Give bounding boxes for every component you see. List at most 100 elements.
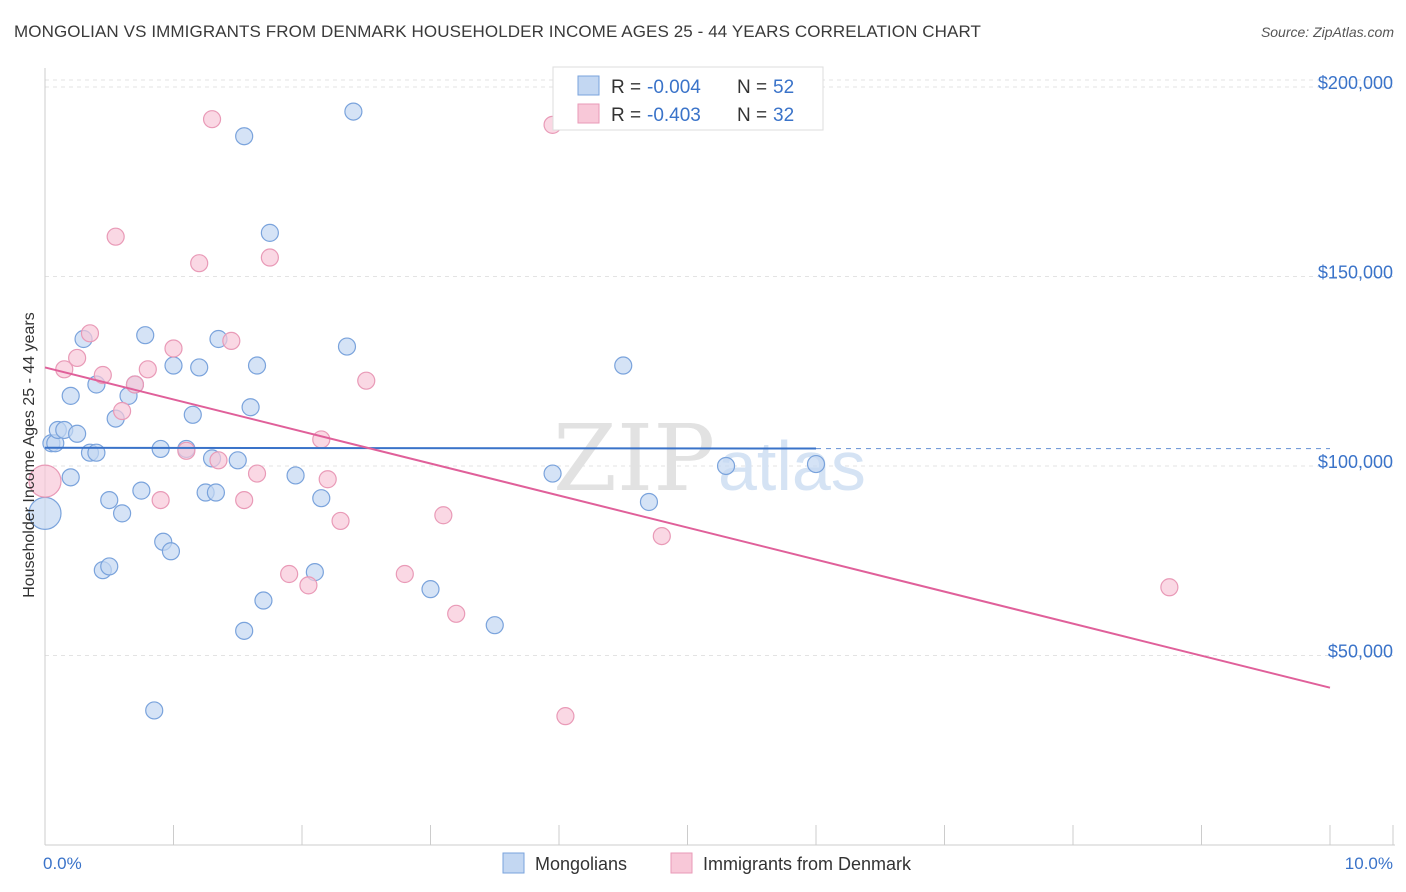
- mongolian-point-42: [312, 489, 331, 508]
- legend-r-label-2: R =: [611, 105, 641, 126]
- mongolian-point-15: [112, 504, 132, 523]
- mongolian-point-18: [100, 557, 119, 576]
- y-tick-label-2: $150,000: [1318, 262, 1393, 282]
- denmark-point-11: [177, 441, 196, 460]
- mongolian-point-39: [235, 127, 254, 146]
- denmark-point-0: [28, 464, 62, 498]
- trend-lines: [44, 366, 1331, 689]
- y-tick-labels: $50,000 $100,000 $150,000 $200,000: [1318, 73, 1393, 662]
- mongolian-point-28: [190, 358, 209, 377]
- mongolian-point-45: [421, 580, 440, 599]
- chart-title: MONGOLIAN VS IMMIGRANTS FROM DENMARK HOU…: [14, 22, 982, 41]
- denmark-point-9: [151, 490, 170, 510]
- y-tick-label-0: $50,000: [1328, 641, 1393, 661]
- watermark-atlas: atlas: [718, 427, 866, 505]
- mongolian-point-48: [614, 356, 633, 375]
- y-tick-label-1: $100,000: [1318, 452, 1393, 472]
- denmark-point-23: [331, 511, 350, 531]
- mongolian-point-35: [241, 398, 260, 417]
- mongolian-point-50: [716, 456, 736, 476]
- series-legend: Mongolians Immigrants from Denmark: [502, 852, 912, 874]
- mongolian-trend-line: [44, 446, 817, 450]
- mongolian-point-24: [161, 542, 181, 561]
- denmark-point-4: [93, 365, 112, 385]
- mongolian-point-13: [100, 490, 119, 510]
- legend-n-value-1: 52: [773, 77, 794, 98]
- mongolian-point-38: [260, 223, 279, 242]
- mongolian-point-46: [485, 616, 504, 635]
- x-tick-label-1: 10.0%: [1345, 854, 1393, 873]
- mongolian-point-20: [136, 326, 155, 345]
- watermark-zip: ZIP: [553, 405, 715, 512]
- correlation-legend: R = -0.004 N = 52 R = -0.403 N = 32: [552, 66, 824, 131]
- denmark-point-6: [112, 401, 132, 421]
- mongolian-point-34: [235, 621, 254, 640]
- mongolian-point-33: [228, 451, 247, 470]
- legend-r-label-1: R =: [611, 77, 641, 98]
- denmark-point-13: [202, 110, 222, 129]
- legend-r-value-1: -0.004: [647, 77, 701, 98]
- source-credit: Source: ZipAtlas.com: [1260, 24, 1394, 40]
- denmark-point-14: [209, 451, 228, 470]
- mongolian-point-44: [344, 102, 363, 121]
- series-swatch-mongolians: [502, 852, 525, 874]
- denmark-point-19: [280, 564, 299, 584]
- denmark-point-24: [357, 371, 376, 390]
- legend-swatch-pink: [577, 103, 600, 124]
- y-tick-label-3: $200,000: [1318, 73, 1393, 93]
- denmark-point-25: [395, 564, 414, 584]
- x-tick-labels: 0.0% 10.0%: [43, 854, 1393, 873]
- denmark-point-10: [164, 339, 183, 358]
- mongolian-point-22: [151, 439, 170, 459]
- mongolian-point-49: [639, 492, 659, 512]
- denmark-point-31: [1160, 578, 1179, 597]
- denmark-point-27: [447, 604, 466, 623]
- mongolian-point-7: [61, 386, 80, 405]
- denmark-point-15: [222, 331, 241, 350]
- axes: [44, 68, 1395, 846]
- legend-n-label-2: N =: [737, 105, 767, 126]
- mongolian-point-5: [61, 468, 80, 487]
- denmark-trend-line: [44, 366, 1331, 689]
- watermark: ZIP atlas: [553, 405, 866, 512]
- mongolian-point-37: [254, 591, 273, 610]
- x-tick-label-0: 0.0%: [43, 854, 82, 873]
- mongolian-point-6: [68, 424, 87, 443]
- series-label-mongolians: Mongolians: [535, 854, 627, 874]
- mongolian-point-27: [183, 405, 202, 424]
- mongolian-point-10: [87, 443, 106, 462]
- denmark-point-2: [68, 348, 87, 368]
- denmark-point-3: [80, 324, 100, 343]
- mongolian-point-51: [806, 454, 826, 474]
- denmark-point-22: [318, 470, 337, 489]
- denmark-point-18: [260, 248, 279, 267]
- denmark-point-26: [434, 506, 453, 525]
- denmark-point-29: [556, 707, 575, 726]
- legend-n-label-1: N =: [737, 77, 767, 98]
- grid-lines: [45, 79, 1395, 656]
- mongolian-point-36: [247, 356, 267, 375]
- y-axis-title: Householder Income Ages 25 - 44 years: [21, 312, 38, 598]
- mongolian-point-31: [206, 483, 226, 502]
- mongolian-point-40: [286, 466, 305, 485]
- denmark-point-20: [299, 576, 318, 595]
- legend-n-value-2: 32: [773, 105, 794, 126]
- denmark-point-5: [106, 227, 125, 246]
- denmark-point-16: [235, 490, 254, 510]
- denmark-point-30: [652, 526, 671, 546]
- mongolian-point-21: [145, 701, 164, 720]
- mongolian-point-25: [164, 356, 183, 375]
- denmark-point-21: [312, 430, 331, 449]
- mongolian-point-47: [543, 464, 562, 483]
- mongolian-point-19: [132, 481, 151, 500]
- legend-swatch-blue: [577, 75, 600, 96]
- series-swatch-denmark: [670, 852, 693, 874]
- denmark-point-8: [138, 360, 157, 379]
- denmark-point-17: [247, 464, 267, 483]
- legend-r-value-2: -0.403: [647, 105, 701, 126]
- mongolians-points: [28, 102, 826, 720]
- series-label-denmark: Immigrants from Denmark: [703, 854, 912, 874]
- denmark-point-12: [190, 254, 209, 273]
- mongolian-point-43: [337, 337, 357, 356]
